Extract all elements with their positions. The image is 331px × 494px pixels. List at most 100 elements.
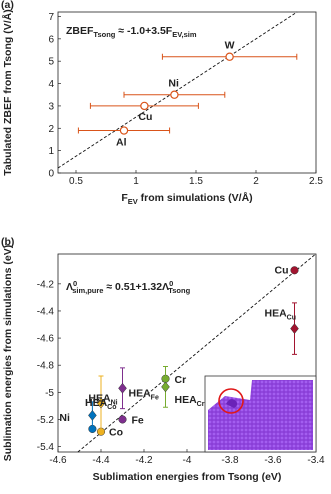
x-axis-label: FEV from simulations (V/Å) xyxy=(121,191,252,206)
label-subscript: Co xyxy=(107,404,116,411)
subscript: EV xyxy=(128,197,138,206)
annotation: Λ0 sim,pure ≈ 0.51+1.32Λ0 Tsong xyxy=(66,279,191,295)
x-tick-label: -4.6 xyxy=(49,455,67,466)
y-axis-label: Tabulated ZBEF from Tsong (V/Å) xyxy=(1,9,14,175)
annotation: ZBEFTsong ≈ -1.0+3.5FEV,sim xyxy=(66,25,197,39)
point xyxy=(290,323,299,334)
label-text: HEA xyxy=(129,387,152,399)
y-tick-label: 1 xyxy=(48,146,54,157)
label-text: Co xyxy=(109,427,123,439)
x-tick-label: 2 xyxy=(253,176,259,187)
text-part: from simulations (V/Å) xyxy=(138,191,253,204)
text-part: ZBEF xyxy=(66,25,94,37)
label-text: Al xyxy=(116,137,127,149)
text-part: Sublimation energies from simulations (e… xyxy=(2,245,14,461)
fit-line xyxy=(77,253,316,453)
y-tick-label: -5 xyxy=(45,388,54,399)
point-label: W xyxy=(225,40,235,52)
subscript: Tsong xyxy=(93,30,115,39)
point xyxy=(118,382,127,394)
label-subscript: Cu xyxy=(287,315,296,322)
point-label: HEAFe xyxy=(129,387,159,401)
subscript: sim,pure xyxy=(72,286,103,295)
label-text: HEA xyxy=(175,394,198,406)
text-part: ≈ -1.0+3.5F xyxy=(115,25,172,37)
point-label: HEACr xyxy=(175,394,205,408)
point xyxy=(290,266,299,275)
x-tick-label: 1 xyxy=(133,176,139,187)
x-tick-label: 0.5 xyxy=(69,176,83,187)
point-label: Cu xyxy=(275,264,289,276)
point-label: Cu xyxy=(138,111,152,123)
superscript: 0 xyxy=(169,279,173,288)
y-tick-label: -5.2 xyxy=(37,415,55,426)
label-text: W xyxy=(225,40,235,52)
point-label: Ni xyxy=(168,78,179,90)
label-text: HEA xyxy=(265,308,288,320)
x-tick-label: -4.4 xyxy=(92,455,110,466)
point xyxy=(88,409,97,421)
y-tick-label: -4.2 xyxy=(37,279,55,290)
subscript: EV,sim xyxy=(172,30,197,39)
y-tick-label: -4.8 xyxy=(37,361,55,372)
x-tick-label: 1.5 xyxy=(189,176,203,187)
x-tick-label: -3.6 xyxy=(264,455,282,466)
point-label: HEACu xyxy=(265,308,297,322)
y-tick-label: 7 xyxy=(48,12,54,23)
panel-label: (b) xyxy=(1,236,14,248)
point xyxy=(96,397,106,409)
x-tick-label: -3.4 xyxy=(307,455,325,466)
y-tick-label: -4.6 xyxy=(37,334,55,345)
x-tick-label: -3.8 xyxy=(221,455,239,466)
point-label: Fe xyxy=(132,414,144,426)
y-tick-label: 4 xyxy=(48,79,54,90)
point-label: Cr xyxy=(175,374,187,386)
label-text: Ni xyxy=(59,412,70,424)
inset-atoms xyxy=(208,380,313,450)
inset-protrusion xyxy=(226,399,238,408)
panel-label: (a) xyxy=(1,0,14,11)
x-tick-label: -4 xyxy=(183,455,192,466)
point xyxy=(119,126,129,135)
x-tick-label: -4.2 xyxy=(135,455,153,466)
label-text: Cr xyxy=(175,374,187,386)
point-label: HEANi xyxy=(88,392,117,406)
y-tick-label: -5.4 xyxy=(37,442,55,453)
point xyxy=(225,52,234,61)
text-part: F xyxy=(121,192,128,204)
plot-frame xyxy=(57,11,317,174)
point-label: Co xyxy=(109,427,123,439)
y-tick-label: 0 xyxy=(48,169,54,180)
label-text: HEA xyxy=(85,397,108,409)
point xyxy=(140,101,149,111)
y-tick-label: 5 xyxy=(48,57,54,68)
y-tick-label: 6 xyxy=(48,34,54,45)
text-part: Sublimation energies from Tsong (eV) xyxy=(93,471,282,483)
y-tick-label: 3 xyxy=(48,101,54,112)
label-subscript: Fe xyxy=(151,394,159,401)
point xyxy=(118,415,127,424)
x-tick-label: 2.5 xyxy=(309,176,323,187)
point xyxy=(170,90,179,99)
label-text: Ni xyxy=(168,78,179,90)
label-text: Fe xyxy=(132,414,144,426)
label-subscript: Ni xyxy=(111,399,118,406)
inset-highlight xyxy=(218,388,244,414)
label-text: HEA xyxy=(88,392,111,404)
point-label: HEACo xyxy=(85,397,117,411)
label-subscript: Cr xyxy=(197,401,205,408)
y-tick-label: -4.4 xyxy=(37,306,55,317)
label-text: Cu xyxy=(275,264,289,276)
text-part: Tabulated ZBEF from Tsong (V/Å) xyxy=(1,9,14,175)
point-label: Ni xyxy=(59,412,70,424)
y-axis-label: Sublimation energies from simulations (e… xyxy=(2,245,14,461)
subscript: Tsong xyxy=(168,286,190,295)
y-tick-label: 2 xyxy=(48,124,54,135)
x-axis-label: Sublimation energies from Tsong (eV) xyxy=(93,471,282,483)
point-label: Al xyxy=(116,137,127,149)
point xyxy=(161,381,170,393)
fit-line xyxy=(57,11,298,169)
text-part: Λ xyxy=(66,281,73,293)
inset-image xyxy=(204,375,317,453)
